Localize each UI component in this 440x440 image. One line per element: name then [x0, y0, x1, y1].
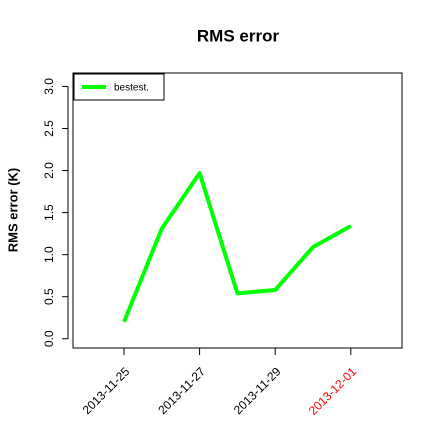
y-tick-label: 3.0: [42, 78, 56, 95]
y-tick-label: 2.5: [42, 120, 56, 137]
y-tick-label: 2.0: [42, 162, 56, 179]
x-tick-label: 2013-11-27: [155, 364, 208, 417]
x-tick-label: 2013-11-29: [231, 364, 284, 417]
series-line: [122, 171, 352, 323]
x-tick-label: 2013-11-25: [80, 364, 133, 417]
chart-title: RMS error: [197, 26, 280, 45]
y-axis-title: RMS error (K): [5, 168, 20, 253]
y-tick-label: 0.0: [42, 330, 56, 347]
y-tick-label: 1.0: [42, 246, 56, 263]
legend-label: bestest.: [114, 83, 149, 94]
x-tick-label: 2013-12-01: [306, 364, 360, 418]
y-tick-label: 0.5: [42, 288, 56, 305]
plot-box: [72, 72, 403, 349]
y-tick-label: 1.5: [42, 204, 56, 221]
